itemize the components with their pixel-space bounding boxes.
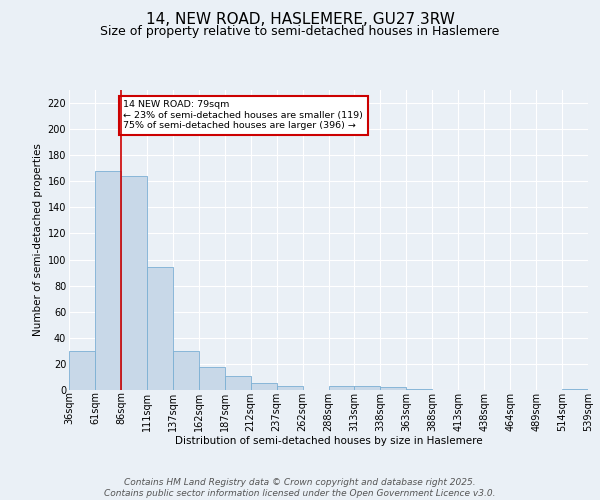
X-axis label: Distribution of semi-detached houses by size in Haslemere: Distribution of semi-detached houses by … (175, 436, 482, 446)
Bar (251, 384, 277, 390)
Bar (329, 386, 355, 390)
Text: Size of property relative to semi-detached houses in Haslemere: Size of property relative to semi-detach… (100, 25, 500, 38)
Bar (406, 388, 432, 390)
Bar (277, 386, 302, 390)
Bar (225, 376, 251, 390)
Y-axis label: Number of semi-detached properties: Number of semi-detached properties (34, 144, 43, 336)
Bar (69, 351, 95, 390)
Bar (147, 268, 173, 390)
Bar (562, 388, 588, 390)
Bar (199, 366, 224, 390)
Bar (173, 351, 199, 390)
Text: Contains HM Land Registry data © Crown copyright and database right 2025.
Contai: Contains HM Land Registry data © Crown c… (104, 478, 496, 498)
Bar (121, 176, 147, 390)
Bar (355, 386, 380, 390)
Text: 14 NEW ROAD: 79sqm
← 23% of semi-detached houses are smaller (119)
75% of semi-d: 14 NEW ROAD: 79sqm ← 23% of semi-detache… (124, 100, 364, 130)
Text: 14, NEW ROAD, HASLEMERE, GU27 3RW: 14, NEW ROAD, HASLEMERE, GU27 3RW (146, 12, 454, 28)
Bar (95, 171, 121, 390)
Bar (380, 388, 406, 390)
